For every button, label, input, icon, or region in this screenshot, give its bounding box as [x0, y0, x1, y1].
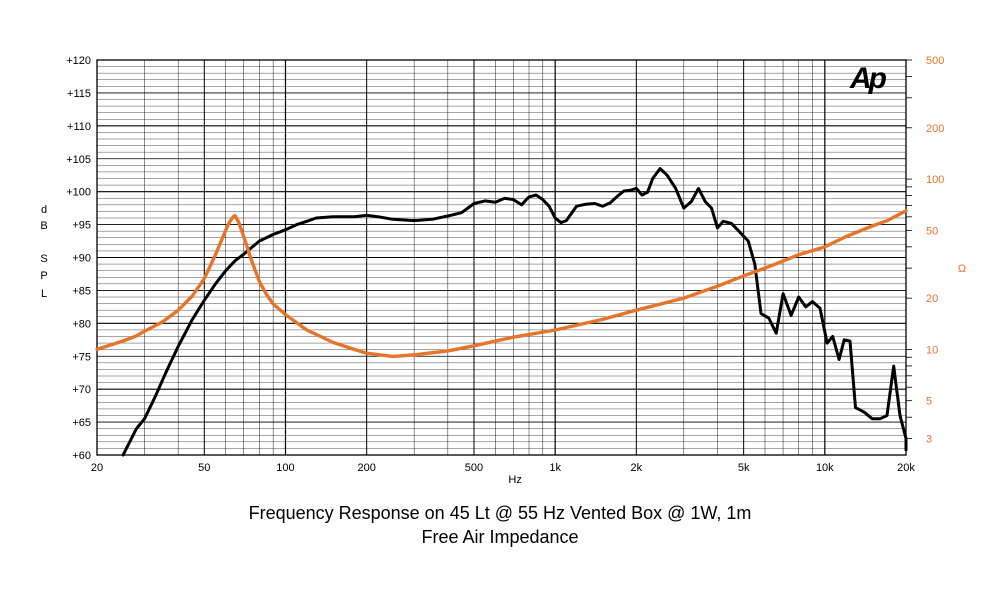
grid: [96, 59, 907, 456]
left-tick-label: +80: [72, 318, 91, 330]
right-tick-label: 100: [926, 174, 944, 186]
right-axis-label: Ω: [958, 263, 966, 275]
x-tick-label: 100: [276, 462, 294, 474]
chart-subtitle: Free Air Impedance: [421, 527, 579, 547]
right-tick-label: 3: [926, 433, 932, 445]
plot-frame: [96, 59, 907, 456]
left-axis-label: dB SPL: [40, 204, 47, 300]
x-tick-label: 20k: [897, 462, 915, 474]
left-tick-label: +65: [72, 417, 91, 429]
right-tick-label: 200: [926, 123, 944, 135]
left-axis-label-letter: S: [40, 253, 47, 265]
right-tick-label: 5: [926, 396, 932, 408]
x-tick-label: 1k: [549, 462, 561, 474]
x-tick-label: 10k: [816, 462, 834, 474]
left-tick-label: +70: [72, 384, 91, 396]
left-axis-label-letter: P: [40, 270, 47, 282]
x-tick-label: 2k: [631, 462, 643, 474]
left-tick-label: +110: [67, 121, 91, 133]
left-axis-label-letter: d: [41, 204, 47, 216]
left-tick-label: +75: [72, 351, 91, 363]
left-tick-label: +90: [72, 253, 91, 265]
left-tick-label: +115: [67, 88, 91, 100]
chart-title: Frequency Response on 45 Lt @ 55 Hz Vent…: [248, 503, 752, 523]
spl-curve: [121, 167, 908, 457]
left-tick-label: +85: [72, 285, 91, 297]
logo: Ap: [849, 62, 890, 95]
x-tick-label: 50: [198, 462, 210, 474]
impedance-curve: [95, 209, 908, 359]
left-tick-label: +95: [72, 220, 91, 232]
x-tick-label: 20: [91, 462, 103, 474]
ap-logo-icon: Ap: [849, 62, 887, 95]
left-axis-ticks: +120 +115 +110 +105 +100 +95 +90 +85 +80 +75 +70 +6…: [66, 55, 91, 462]
left-tick-label: +120: [66, 55, 91, 67]
x-tick-label: 500: [465, 462, 483, 474]
right-tick-label: 20: [926, 293, 938, 305]
left-axis-label-letter: B: [40, 220, 47, 232]
x-axis-ticks: 20 50 100 200 500 1k 2k 5k 10k 20k: [91, 462, 915, 474]
x-tick-label: 5k: [738, 462, 750, 474]
left-tick-label: +105: [66, 154, 91, 166]
x-axis-label: Hz: [508, 474, 521, 486]
series-lines: [95, 167, 908, 457]
right-tick-label: 500: [926, 55, 944, 67]
right-axis-ticks: 500 200 100 50 20 10 5 3: [906, 55, 944, 445]
left-tick-label: +60: [72, 450, 91, 462]
left-tick-label: +100: [66, 187, 91, 199]
right-tick-label: 50: [926, 225, 938, 237]
right-tick-label: 10: [926, 344, 938, 356]
left-axis-label-letter: L: [41, 288, 47, 300]
x-tick-label: 200: [357, 462, 375, 474]
